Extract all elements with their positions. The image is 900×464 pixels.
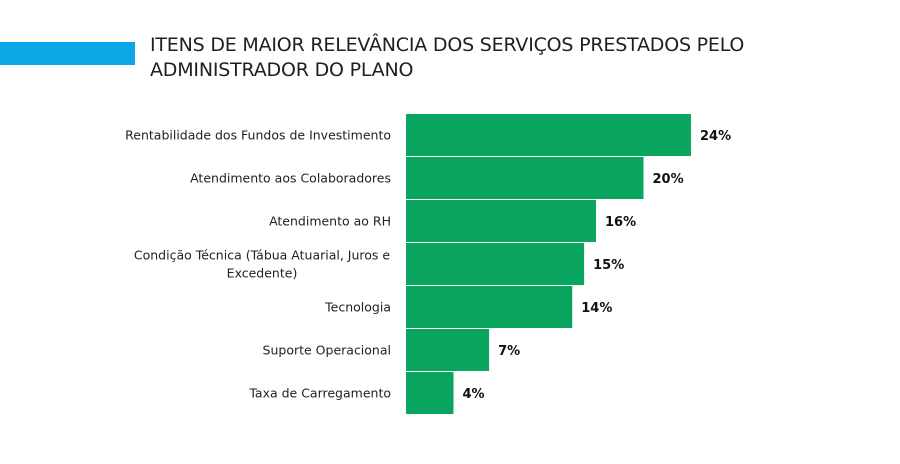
category-label-line: Suporte Operacional xyxy=(263,343,391,358)
category-label-line: Rentabilidade dos Fundos de Investimento xyxy=(125,128,391,143)
value-label-6: 4% xyxy=(463,387,485,402)
category-label-line: Tecnologia xyxy=(324,300,391,315)
accent-bar xyxy=(0,42,135,65)
category-label-line: Taxa de Carregamento xyxy=(248,386,391,401)
bar-2 xyxy=(406,200,596,242)
chart-title-line-2: ADMINISTRADOR DO PLANO xyxy=(150,59,414,81)
category-label-0: Rentabilidade dos Fundos de Investimento xyxy=(125,128,391,143)
category-label-3: Condição Técnica (Tábua Atuarial, Juros … xyxy=(134,248,391,281)
value-label-2: 16% xyxy=(605,215,636,230)
chart-title-line-1: ITENS DE MAIOR RELEVÂNCIA DOS SERVIÇOS P… xyxy=(150,34,745,56)
category-label-line: Condição Técnica (Tábua Atuarial, Juros … xyxy=(134,248,391,263)
bar-5 xyxy=(406,329,490,371)
chart-title: ITENS DE MAIOR RELEVÂNCIA DOS SERVIÇOS P… xyxy=(150,33,790,83)
category-label-line: Atendimento aos Colaboradores xyxy=(190,171,391,186)
category-label-5: Suporte Operacional xyxy=(263,343,391,358)
bar-3 xyxy=(406,243,585,285)
category-label-line: Atendimento ao RH xyxy=(269,214,391,229)
value-label-4: 14% xyxy=(581,301,612,316)
bar-0 xyxy=(406,114,691,156)
value-label-0: 24% xyxy=(700,129,731,144)
category-label-6: Taxa de Carregamento xyxy=(248,386,391,401)
value-label-1: 20% xyxy=(653,172,684,187)
category-label-2: Atendimento ao RH xyxy=(269,214,391,229)
category-label-1: Atendimento aos Colaboradores xyxy=(190,171,391,186)
value-label-3: 15% xyxy=(593,258,624,273)
value-label-5: 7% xyxy=(498,344,520,359)
category-label-line: Excedente) xyxy=(227,266,298,281)
category-label-4: Tecnologia xyxy=(324,300,391,315)
bar-4 xyxy=(406,286,573,328)
bar-6 xyxy=(406,372,454,414)
bar-1 xyxy=(406,157,644,199)
